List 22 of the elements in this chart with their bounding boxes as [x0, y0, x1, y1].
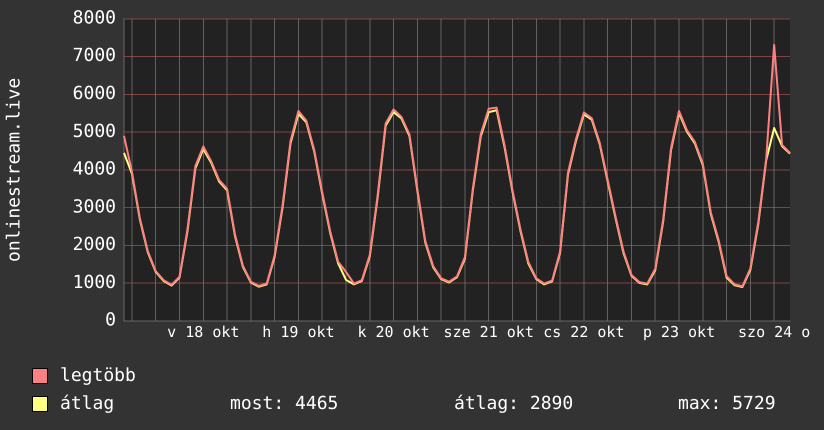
- x-tick-label: h 19 okt: [262, 322, 335, 341]
- x-tick-label: sze 21 okt: [444, 322, 534, 341]
- y-tick-label: 6000: [72, 83, 116, 104]
- y-tick-label: 0: [105, 310, 116, 331]
- x-tick-label: szo 24 o: [738, 322, 810, 341]
- x-tick-label: p 23 okt: [642, 322, 716, 341]
- y-tick-label: 8000: [72, 7, 116, 28]
- y-tick-label: 2000: [72, 234, 116, 256]
- legend-label: legtöbb: [60, 364, 137, 388]
- x-tick-label: k 20 okt: [357, 322, 430, 341]
- x-tick-label: v 18 okt: [167, 322, 240, 341]
- text: max: 5729: [678, 392, 776, 416]
- y-tick-label: 1000: [72, 272, 116, 293]
- y-tick-label: 7000: [72, 45, 116, 66]
- y-tick-label: 3000: [72, 196, 116, 218]
- x-tick-label: cs 22 okt: [543, 322, 624, 341]
- y-tick-label: 5000: [72, 120, 116, 142]
- legend-label: átlag: [60, 392, 116, 416]
- y-axis-title: onlinestream.live: [3, 78, 24, 262]
- y-tick-label: 4000: [72, 158, 116, 180]
- text: most: 4465: [230, 392, 340, 416]
- text: átlag: 2890: [454, 392, 574, 416]
